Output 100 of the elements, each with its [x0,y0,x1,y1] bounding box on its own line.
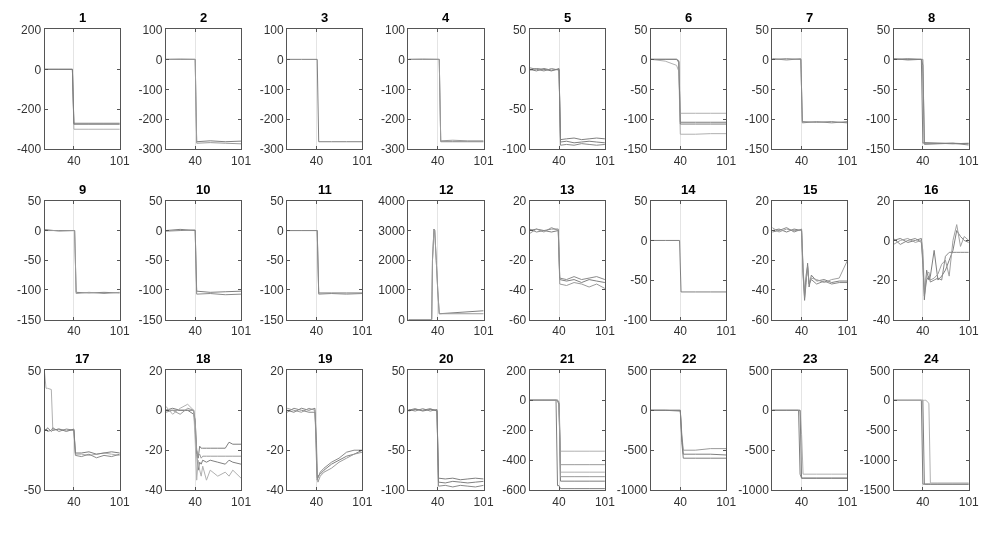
y-tick-label: 200 [21,22,42,37]
y-tick-label: -50 [630,273,648,288]
x-tick-label: 101 [958,324,980,339]
y-tick-label: 0 [34,62,42,77]
y-tick-label: 50 [27,363,42,378]
x-tick-label: 101 [231,153,252,168]
x-tick-label: 101 [473,153,494,168]
y-tick-label: -300 [259,142,285,157]
y-tick-label: -20 [266,443,285,458]
y-tick-label: 100 [384,22,406,37]
x-tick-label: 101 [231,494,252,509]
y-tick-label: -50 [145,253,163,268]
y-tick-label: -500 [623,443,648,458]
y-tick-label: 0 [762,223,770,238]
y-tick-label: -1500 [859,483,891,498]
y-tick-label: -40 [872,312,891,327]
y-tick-label: -100 [380,483,406,498]
y-tick-label: -150 [138,312,163,327]
y-tick-label: 0 [277,52,285,67]
x-tick-label: 40 [188,324,203,339]
chart-title: 14 [681,182,697,197]
chart-title: 6 [685,10,693,25]
y-tick-label: 50 [27,194,42,209]
y-tick-label: -100 [259,283,285,298]
x-tick-label: 40 [309,494,324,509]
y-tick-label: 20 [755,194,770,209]
chart-title: 19 [318,351,333,366]
x-tick-label: 40 [673,153,688,168]
y-tick-label: 50 [270,194,285,209]
chart-title: 10 [196,182,211,197]
y-tick-label: -50 [630,82,648,97]
x-tick-label: 40 [552,494,567,509]
x-tick-label: 101 [109,494,131,509]
x-tick-label: 40 [309,153,324,168]
x-tick-label: 101 [352,153,373,168]
x-tick-label: 101 [716,494,737,509]
chart-title: 4 [442,10,450,25]
y-tick-label: -100 [138,283,163,298]
chart-title: 5 [564,10,572,25]
y-tick-label: -1000 [616,483,648,498]
x-tick-label: 101 [109,324,131,339]
y-tick-label: 50 [634,22,648,37]
x-tick-label: 101 [594,494,616,509]
x-tick-label: 101 [958,494,980,509]
y-tick-label: 0 [883,52,891,67]
y-tick-label: 500 [627,363,648,378]
y-tick-label: -1000 [859,453,891,468]
y-tick-label: -50 [266,253,285,268]
y-tick-label: -400 [502,453,527,468]
x-tick-label: 101 [231,324,252,339]
y-tick-label: 1000 [378,283,406,298]
y-tick-label: -600 [502,483,527,498]
y-tick-label: -200 [502,423,527,438]
x-tick-label: 40 [916,494,930,509]
x-tick-label: 40 [188,153,203,168]
y-tick-label: 20 [512,194,527,209]
y-tick-label: -100 [380,82,406,97]
chart-title: 21 [560,351,575,366]
y-tick-label: -100 [623,112,648,127]
y-tick-label: 0 [883,233,891,248]
y-tick-label: -150 [17,312,42,327]
y-tick-label: -50 [751,82,770,97]
y-tick-label: -20 [751,253,770,268]
chart-title: 20 [439,351,454,366]
x-tick-label: 40 [552,153,567,168]
x-tick-label: 40 [309,324,324,339]
y-tick-label: -50 [872,82,891,97]
x-tick-label: 101 [109,153,131,168]
y-tick-label: -150 [866,142,891,157]
y-tick-label: -50 [387,443,406,458]
y-tick-label: -20 [145,443,163,458]
y-tick-label: 0 [155,403,163,418]
chart-title: 15 [803,182,818,197]
x-tick-label: 40 [916,153,930,168]
y-tick-label: 4000 [378,194,406,209]
y-tick-label: 50 [512,22,527,37]
y-tick-label: 100 [142,22,163,37]
chart-title: 24 [924,351,940,366]
y-tick-label: 20 [876,194,891,209]
y-tick-label: 0 [155,223,163,238]
y-tick-label: -500 [866,423,891,438]
y-tick-label: -60 [751,312,770,327]
y-tick-label: -100 [744,112,770,127]
chart-title: 16 [924,182,939,197]
y-tick-label: 0 [640,233,648,248]
chart-title: 3 [321,10,329,25]
y-tick-label: 0 [398,403,406,418]
y-tick-label: 50 [391,363,406,378]
x-tick-label: 40 [67,324,81,339]
chart-title: 8 [928,10,936,25]
y-tick-label: -150 [744,142,770,157]
y-tick-label: -200 [380,112,406,127]
y-tick-label: 200 [506,363,527,378]
y-tick-label: 0 [398,52,406,67]
y-tick-label: 0 [398,312,406,327]
y-tick-label: -200 [259,112,285,127]
x-tick-label: 40 [794,153,809,168]
chart-title: 9 [79,182,87,197]
y-tick-label: 100 [263,22,285,37]
y-tick-label: 3000 [378,223,406,238]
